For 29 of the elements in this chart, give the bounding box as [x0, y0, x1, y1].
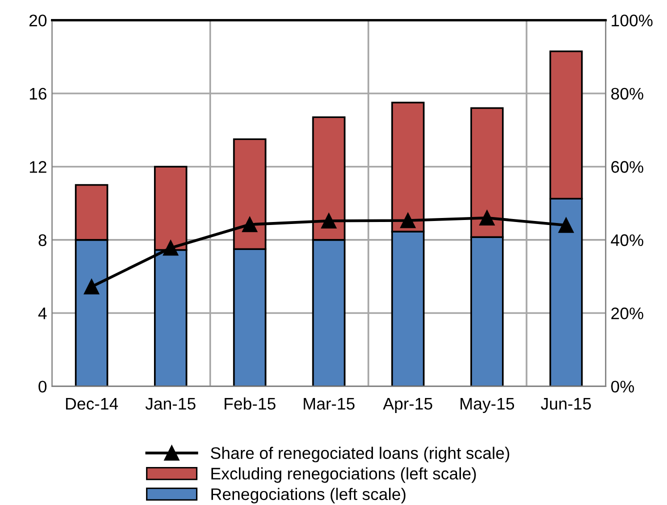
y-tick-label: 0: [38, 380, 47, 393]
point: [84, 279, 100, 294]
x-tick-label: Jan-15: [145, 398, 196, 410]
y2-tick-label: 40%: [610, 234, 644, 246]
y2-tick-label: 0%: [611, 380, 634, 393]
y2-tick-label: 60%: [611, 161, 644, 173]
x-tick-label: Mar-15: [304, 398, 355, 410]
point: [242, 216, 258, 232]
y2-tick-label: 100%: [612, 14, 653, 26]
legend-label: Excluding renegociations (left scale): [211, 467, 476, 483]
y-tick-label: 20: [29, 14, 47, 26]
legend-label: Renegociations (left scale): [211, 488, 406, 504]
x-tick-label: Jun-15: [540, 398, 591, 410]
y-tick-label: 12: [30, 161, 46, 173]
x-tick-label: Feb-15: [224, 397, 276, 410]
y2-tick-label: 80%: [611, 88, 644, 100]
point: [479, 210, 495, 226]
y-tick-label: 16: [30, 88, 46, 100]
y2-tick-label: 20%: [611, 308, 644, 320]
x-tick-label: Dec-14: [66, 398, 118, 410]
point: [558, 218, 574, 233]
point: [400, 212, 416, 228]
legend-label: Share of renegociated loans (right scale): [210, 446, 510, 462]
y-tick-label: 8: [38, 234, 46, 246]
point: [321, 213, 336, 228]
point: [163, 240, 178, 256]
x-tick-label: May-15: [460, 398, 514, 413]
y-tick-label: 4: [38, 308, 47, 320]
x-tick-label: Apr-15: [382, 398, 432, 413]
